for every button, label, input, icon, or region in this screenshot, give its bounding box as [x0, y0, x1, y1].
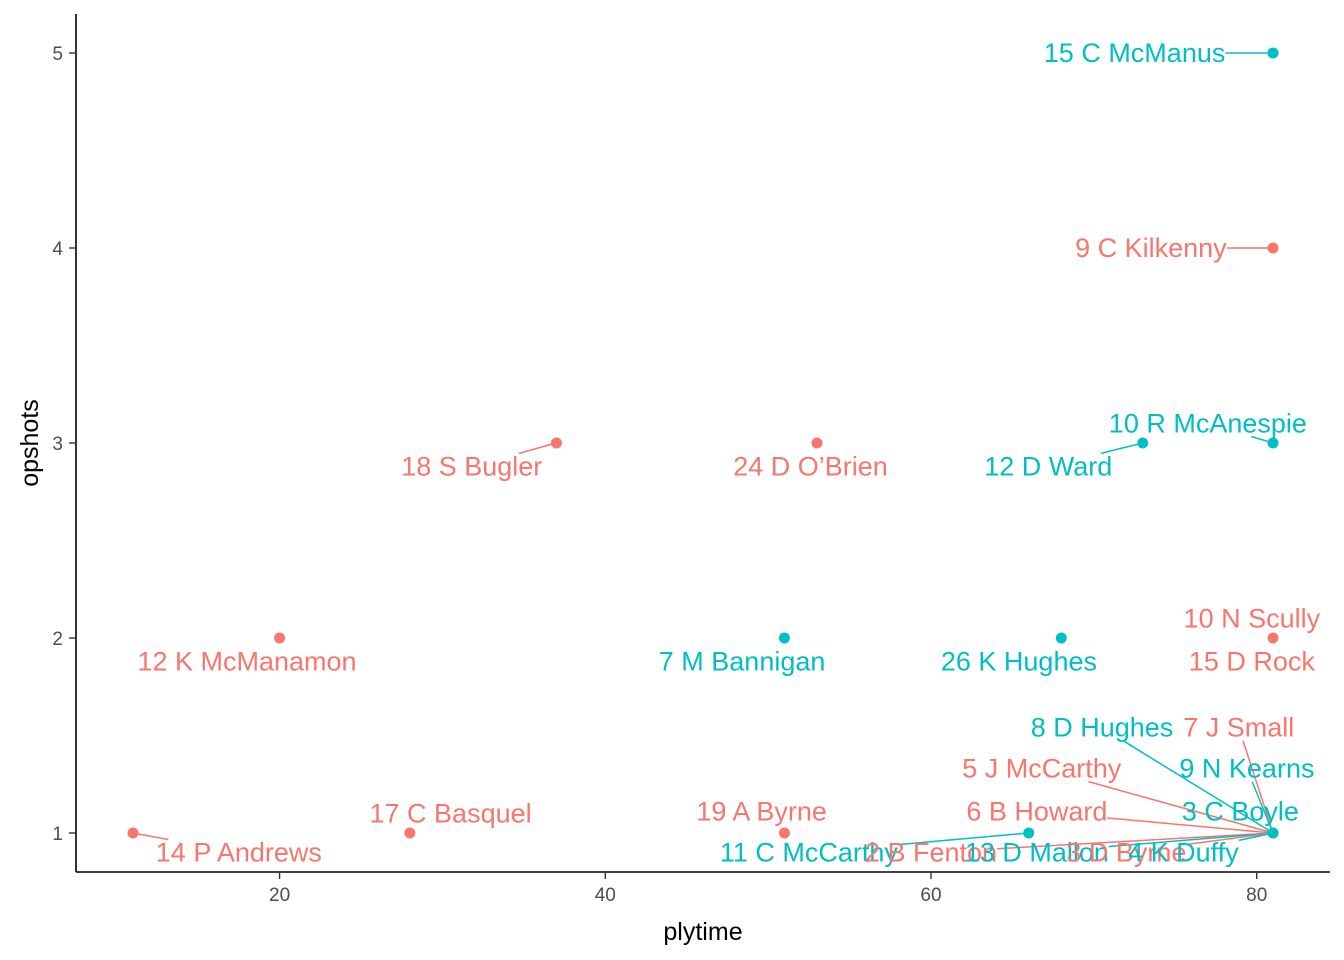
- y-tick-label: 5: [52, 44, 63, 65]
- data-point: [811, 437, 823, 449]
- point-label: 17 C Basquel: [370, 799, 532, 829]
- label-leader-line: [1251, 781, 1274, 834]
- point-label: 12 K McManamon: [137, 646, 356, 676]
- point-label: 18 S Bugler: [401, 451, 542, 481]
- point-labels: 15 C McManus 9 C Kilkenny 18 S Bugler 24 D …: [137, 38, 1320, 868]
- leader-lines: [132, 52, 1274, 850]
- label-leader-line: [1108, 832, 1274, 848]
- data-point: [1267, 242, 1279, 254]
- y-tick-label: 1: [52, 824, 63, 845]
- x-axis-ticks: 20 40 60 80: [269, 872, 1267, 906]
- y-tick-label: 2: [52, 629, 63, 650]
- data-point: [1267, 827, 1279, 839]
- y-tick-label: 4: [52, 239, 63, 260]
- point-label: 9 N Kearns: [1179, 754, 1314, 784]
- point-label: 9 C Kilkenny: [1075, 233, 1227, 263]
- label-leader-line: [1107, 817, 1274, 834]
- data-point: [1267, 47, 1279, 59]
- point-label: 2 B Fenton: [865, 838, 997, 868]
- y-axis-title: opshots: [16, 399, 44, 487]
- label-leader-line: [1186, 832, 1274, 846]
- data-point: [1137, 437, 1149, 449]
- data-point: [1267, 437, 1279, 449]
- label-leader-line: [997, 832, 1274, 850]
- x-axis-title: plytime: [663, 918, 742, 946]
- data-point: [1267, 632, 1279, 644]
- y-tick-label: 3: [52, 434, 63, 455]
- data-points: [127, 47, 1279, 839]
- point-label: 11 C McCarthy: [720, 838, 899, 868]
- point-label: 5 J McCarthy: [962, 754, 1122, 784]
- x-tick-label: 20: [269, 885, 290, 906]
- point-label: 24 D O’Brien: [733, 451, 888, 481]
- x-tick-label: 80: [1246, 885, 1267, 906]
- point-label: 12 D Ward: [984, 451, 1112, 481]
- label-leader-line: [132, 832, 169, 841]
- point-label: 8 D Hughes: [1031, 713, 1174, 743]
- point-label: 15 D Rock: [1189, 646, 1316, 676]
- point-label: 14 P Andrews: [156, 838, 322, 868]
- point-label: 10 N Scully: [1184, 604, 1321, 634]
- point-label: 4 K Duffy: [1128, 838, 1239, 868]
- data-point: [1023, 827, 1035, 839]
- point-label: 15 C McManus: [1044, 38, 1226, 68]
- point-label: 7 J Small: [1183, 713, 1294, 743]
- label-leader-line: [1238, 832, 1274, 842]
- y-axis-ticks: 1 2 3 4 5: [52, 44, 76, 845]
- axes: 20 40 60 80 1 2 3 4 5 plytime opshots: [16, 14, 1330, 946]
- point-label: 6 B Howard: [966, 797, 1107, 827]
- data-point: [778, 632, 790, 644]
- label-leader-line: [1242, 740, 1274, 834]
- point-label: 13 D Mallon: [965, 838, 1109, 868]
- point-label: 7 M Bannigan: [659, 646, 826, 676]
- point-label: 3 C Boyle: [1182, 797, 1299, 827]
- point-label: 26 K Hughes: [941, 646, 1097, 676]
- x-tick-label: 60: [920, 885, 941, 906]
- x-tick-label: 40: [595, 885, 616, 906]
- point-label: 19 A Byrne: [696, 797, 827, 827]
- point-label: 3 D Byrne: [1066, 838, 1186, 868]
- data-point: [550, 437, 562, 449]
- point-label: 10 R McAnespie: [1109, 409, 1307, 439]
- data-point: [404, 827, 416, 839]
- data-point: [274, 632, 286, 644]
- data-point: [1055, 632, 1067, 644]
- label-leader-line: [1100, 442, 1143, 455]
- label-leader-line: [1122, 740, 1274, 834]
- label-leader-line: [1088, 780, 1274, 834]
- data-point: [127, 827, 139, 839]
- label-leader-line: [898, 832, 1029, 846]
- data-point: [778, 827, 790, 839]
- label-leader-line: [518, 442, 557, 455]
